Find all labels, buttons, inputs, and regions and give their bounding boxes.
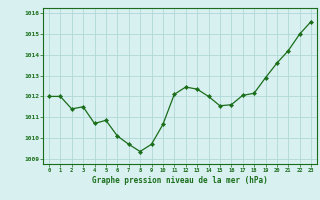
X-axis label: Graphe pression niveau de la mer (hPa): Graphe pression niveau de la mer (hPa)	[92, 176, 268, 185]
